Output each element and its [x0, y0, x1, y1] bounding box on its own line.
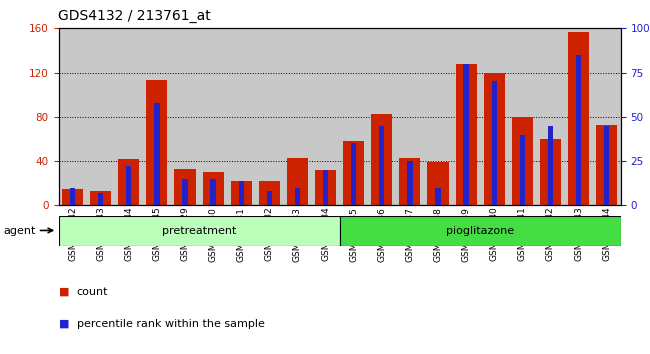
Bar — [231, 181, 252, 205]
Bar — [399, 158, 421, 205]
Bar — [604, 126, 609, 205]
Bar — [203, 172, 224, 205]
Bar — [90, 191, 111, 205]
Text: pioglitazone: pioglitazone — [446, 226, 514, 236]
Bar — [174, 169, 196, 205]
Bar — [62, 189, 83, 205]
Bar — [512, 117, 533, 205]
Bar — [428, 162, 448, 205]
Bar — [456, 64, 476, 205]
Bar — [548, 126, 553, 205]
Text: pretreatment: pretreatment — [162, 226, 236, 236]
Bar — [259, 181, 280, 205]
Bar — [408, 161, 413, 205]
Bar — [295, 188, 300, 205]
Bar — [58, 216, 339, 246]
Bar — [596, 125, 618, 205]
Bar — [436, 188, 441, 205]
Text: ■: ■ — [58, 287, 69, 297]
Bar — [183, 179, 188, 205]
Bar — [211, 179, 216, 205]
Text: ■: ■ — [58, 319, 69, 329]
Text: percentile rank within the sample: percentile rank within the sample — [77, 319, 265, 329]
Bar — [266, 191, 272, 205]
Bar — [463, 64, 469, 205]
Text: count: count — [77, 287, 108, 297]
Bar — [146, 80, 168, 205]
Bar — [484, 73, 505, 205]
Bar — [126, 166, 131, 205]
Bar — [379, 126, 384, 205]
Bar — [540, 139, 561, 205]
Bar — [576, 55, 581, 205]
Bar — [118, 159, 139, 205]
Bar — [343, 141, 364, 205]
Bar — [239, 181, 244, 205]
Bar — [351, 143, 356, 205]
Text: GDS4132 / 213761_at: GDS4132 / 213761_at — [58, 9, 211, 23]
Bar — [98, 193, 103, 205]
Bar — [371, 114, 393, 205]
Bar — [287, 158, 308, 205]
Bar — [491, 81, 497, 205]
Bar — [315, 170, 336, 205]
Text: agent: agent — [3, 226, 36, 236]
Bar — [520, 135, 525, 205]
Bar — [339, 216, 621, 246]
Bar — [70, 188, 75, 205]
Bar — [154, 103, 159, 205]
Bar — [568, 32, 589, 205]
Bar — [323, 170, 328, 205]
